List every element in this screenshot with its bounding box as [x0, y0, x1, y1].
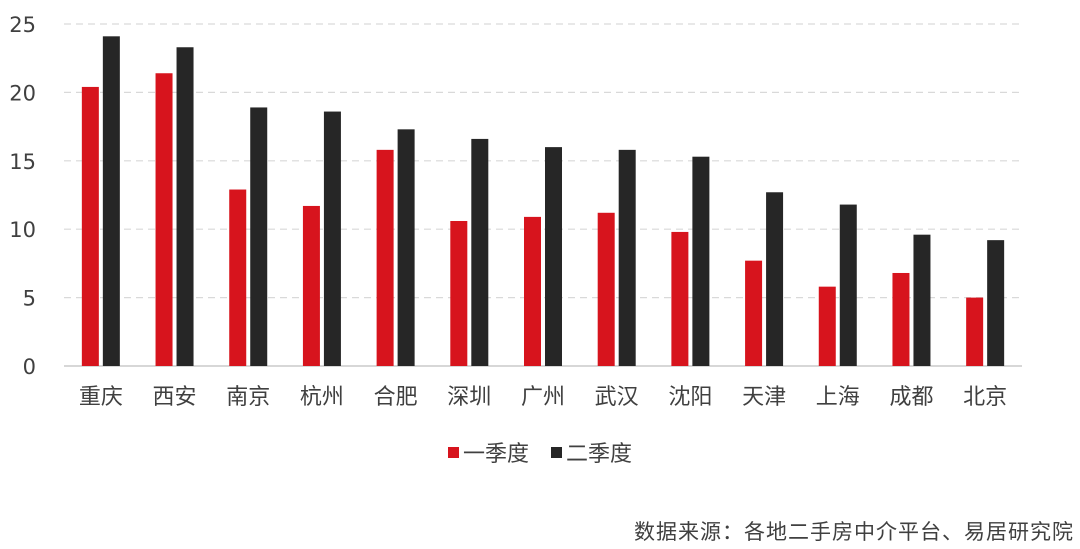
gridlines — [64, 23, 1022, 299]
legend: 一季度 二季度 — [0, 436, 1080, 468]
x-tick-label: 杭州 — [300, 385, 344, 410]
source-note: 数据来源：各地二手房中介平台、易居研究院 — [634, 520, 1074, 544]
x-tick-label: 天津 — [742, 385, 786, 410]
y-tick-label: 0 — [23, 355, 36, 379]
x-tick-label: 武汉 — [595, 385, 639, 410]
bar-series-1 — [524, 216, 541, 366]
x-tick-label: 上海 — [816, 385, 860, 410]
bar-series-1 — [302, 205, 320, 366]
legend-item-series-2: 二季度 — [551, 436, 632, 468]
bar-series-2 — [397, 129, 415, 366]
bar-series-1 — [376, 149, 394, 366]
bar-series-1 — [81, 86, 99, 366]
bar-series-2 — [692, 156, 710, 366]
x-tick-label: 深圳 — [447, 385, 491, 410]
bar-series-2 — [250, 107, 268, 366]
bar-series-1 — [155, 73, 173, 367]
x-tick-label: 北京 — [963, 385, 1007, 410]
x-tick-label: 沈阳 — [668, 385, 712, 410]
legend-label-series-1: 一季度 — [462, 442, 529, 467]
legend-swatch-series-1 — [447, 446, 459, 458]
bar-series-1 — [597, 212, 615, 366]
bar-series-2 — [766, 192, 784, 366]
y-tick-label: 10 — [9, 218, 36, 242]
bar-series-2 — [323, 111, 341, 366]
bar-chart: 0 5 10 15 20 25 重庆 西安 南京 杭州 合肥 深圳 广州 武汉 沈阳 天津 上海 成都 北京 — [9, 13, 1022, 410]
bar-series-1 — [229, 189, 247, 366]
bar-series-1 — [818, 286, 836, 366]
bar-series-1 — [966, 297, 984, 366]
x-tick-label: 西安 — [153, 385, 197, 410]
bar-series-2 — [471, 138, 489, 366]
y-tick-label: 15 — [9, 150, 36, 174]
bar-series-2 — [913, 234, 931, 366]
bar-series-1 — [671, 231, 689, 366]
x-tick-label: 重庆 — [79, 385, 123, 410]
x-tick-label: 合肥 — [374, 385, 418, 410]
x-tick-label: 南京 — [226, 385, 270, 410]
x-tick-label: 成都 — [889, 385, 933, 410]
legend-item-series-1: 一季度 — [447, 436, 529, 468]
legend-label-series-2: 二季度 — [566, 442, 633, 467]
bar-series-2 — [618, 149, 636, 366]
y-tick-label: 25 — [9, 13, 36, 37]
y-axis: 0 5 10 15 20 25 — [9, 13, 1022, 379]
bar-series-1 — [745, 260, 763, 366]
legend-swatch-series-2 — [551, 446, 562, 458]
bars — [81, 36, 1005, 367]
bar-series-2 — [545, 147, 562, 366]
bar-series-2 — [102, 36, 120, 366]
bar-series-2 — [839, 204, 857, 366]
bar-series-1 — [450, 220, 468, 366]
bar-series-2 — [987, 240, 1005, 366]
x-tick-label: 广州 — [521, 385, 565, 410]
x-axis: 重庆 西安 南京 杭州 合肥 深圳 广州 武汉 沈阳 天津 上海 成都 北京 — [79, 385, 1007, 410]
y-tick-label: 5 — [23, 287, 36, 311]
y-tick-label: 20 — [9, 81, 36, 105]
bar-series-1 — [892, 272, 910, 366]
bar-series-2 — [176, 47, 194, 366]
